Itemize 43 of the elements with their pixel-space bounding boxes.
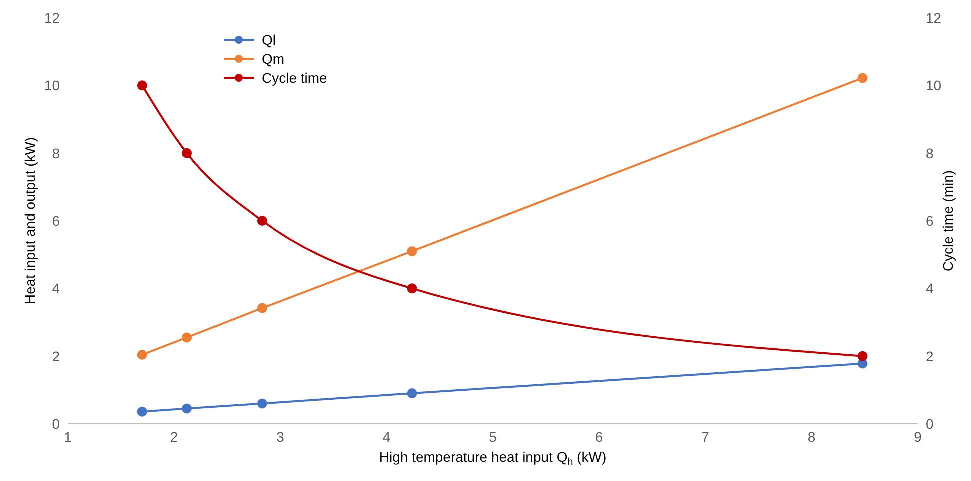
y2-tick-label: 8: [926, 145, 934, 162]
legend-label: Cycle time: [262, 70, 328, 86]
y2-axis-title: Cycle time (min): [940, 170, 956, 272]
y-axis-title: Heat input and output (kW): [22, 137, 38, 305]
y2-tick-label: 6: [926, 212, 934, 229]
y-tick-label: 8: [52, 145, 60, 162]
point: [407, 284, 418, 294]
x-tick-label: 1: [64, 428, 72, 445]
x-tick-label: 5: [489, 428, 498, 445]
x-tick-label: 3: [276, 428, 285, 445]
point: [257, 398, 268, 409]
y-tick-label: 2: [52, 348, 60, 364]
point: [182, 332, 192, 343]
x-tick-label: 8: [808, 428, 816, 445]
x-tick-label: 6: [595, 428, 604, 445]
x-tick-label: 2: [170, 428, 178, 445]
point: [858, 351, 868, 362]
x-tick-label: 4: [382, 428, 391, 445]
point: [137, 406, 148, 417]
y-tick-label: 6: [52, 212, 60, 229]
y2-tick-label: 12: [926, 10, 942, 26]
point: [858, 73, 868, 84]
point: [137, 350, 148, 360]
point: [182, 148, 192, 158]
x-tick-label: 9: [914, 428, 922, 445]
y-tick-label: 10: [44, 78, 60, 94]
point: [257, 216, 268, 226]
y-tick-label: 4: [52, 280, 60, 297]
point: [137, 80, 148, 91]
y2-tick-label: 2: [926, 348, 934, 364]
y2-tick-label: 0: [926, 416, 934, 432]
y2-tick-label: 4: [926, 280, 934, 297]
y-tick-label: 0: [52, 416, 60, 432]
point: [182, 404, 192, 414]
x-axis-title: High temperature heat input Q$_{h}$ (kW): [379, 449, 607, 468]
y-tick-label: 12: [44, 10, 60, 26]
x-tick-label: 7: [702, 428, 710, 445]
point: [257, 303, 268, 314]
y2-tick-label: 10: [926, 78, 942, 94]
point: [407, 246, 418, 256]
point: [407, 388, 418, 399]
legend-label: Qm: [262, 51, 285, 67]
legend-label: Ql: [262, 32, 276, 48]
